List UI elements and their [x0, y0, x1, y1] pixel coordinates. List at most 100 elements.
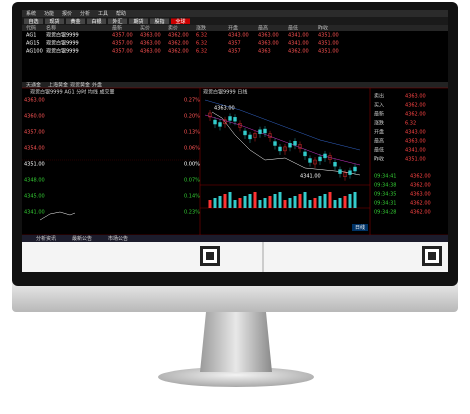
quote-cell: 4357: [228, 41, 241, 47]
column-header: 开盘: [228, 25, 238, 32]
quote-cell: 4341.00: [288, 41, 309, 47]
toolbar-label: 黄金: [70, 18, 80, 25]
quote-cell: 6.32: [196, 33, 207, 39]
toolbar-button[interactable]: [45, 18, 64, 25]
quote-cell: 6.32: [196, 49, 207, 55]
menu-item[interactable]: 系统: [26, 10, 36, 17]
quote-cell: 4357: [228, 49, 241, 55]
column-header: 卖价: [168, 26, 178, 32]
side-value: 4363.00: [405, 94, 426, 100]
quote-cell: 4362.00: [168, 33, 189, 39]
price-label: 4351.00: [24, 162, 45, 168]
candle-body: [283, 146, 287, 152]
price-label: 4341.00: [24, 210, 45, 216]
toolbar-label: 现货: [49, 18, 59, 25]
chart-tab[interactable]: 上海黄金: [48, 82, 68, 89]
candle-body: [353, 166, 357, 172]
toolbar-button[interactable]: [171, 18, 190, 25]
menu-item[interactable]: 功能: [44, 10, 54, 17]
candle-body: [303, 151, 307, 157]
volume-bar: [248, 194, 252, 208]
toolbar-button[interactable]: [87, 18, 106, 25]
toolbar-button[interactable]: [108, 18, 127, 25]
volume-bar: [283, 200, 287, 208]
candle-body: [338, 169, 342, 174]
column-header: 最新: [112, 25, 122, 32]
chart-tab[interactable]: 外盘: [92, 82, 102, 89]
volume-bar: [353, 192, 357, 208]
candle-body: [223, 119, 227, 125]
price-label: 4348.00: [24, 178, 45, 184]
toolbar-button[interactable]: [150, 18, 169, 25]
column-header: 昨收: [318, 25, 328, 32]
chart-tab[interactable]: 现货黄金: [70, 82, 90, 89]
quote-cell: AG1: [26, 33, 36, 39]
pct-label: 0.06%: [184, 146, 200, 152]
volume-bar: [303, 192, 307, 208]
toolbar-label: 期货: [133, 18, 143, 25]
trade-price: 4363.00: [410, 192, 431, 198]
kline-title: 现货白银9999 日线: [203, 89, 247, 96]
menu-item[interactable]: 报价: [62, 10, 72, 17]
volume-bar: [223, 194, 227, 208]
side-value: 4341.00: [405, 148, 426, 154]
pct-label: 0.14%: [184, 194, 200, 200]
chart-tab[interactable]: 天通金: [26, 82, 41, 89]
bottom-tab[interactable]: 分析资讯: [36, 235, 56, 242]
quote-cell: 现货白银9999: [46, 48, 79, 55]
monitor-body: [12, 2, 458, 387]
volume-bar: [263, 198, 267, 208]
side-value: 4351.00: [405, 157, 426, 163]
candle-body: [333, 162, 337, 167]
trade-price: 4362.00: [410, 183, 431, 189]
quote-cell: 4362.00: [168, 49, 189, 55]
toolbar-label: 外汇: [112, 18, 122, 25]
quote-cell: 4357.00: [112, 33, 133, 39]
volume-bar: [273, 194, 277, 208]
candle-body: [268, 133, 272, 138]
quote-cell: 4363: [258, 49, 271, 55]
side-label: 卖出: [374, 93, 384, 100]
screen: [22, 10, 448, 272]
trade-price: 4362.00: [410, 201, 431, 207]
bottom-tab[interactable]: 最新公告: [72, 235, 92, 242]
volume-bar: [348, 194, 352, 208]
quote-cell: 4363.00: [258, 41, 279, 47]
menu-item[interactable]: 工具: [98, 11, 108, 17]
toolbar-button[interactable]: [129, 18, 148, 25]
trade-price: 4362.00: [410, 210, 431, 216]
menu-item[interactable]: 帮助: [116, 10, 126, 17]
candle-body: [348, 170, 352, 175]
period-button[interactable]: [352, 224, 368, 231]
toolbar-button[interactable]: [24, 18, 43, 25]
trade-time: 09:34:41: [374, 174, 396, 180]
kline-high: 4363.00: [214, 106, 235, 112]
quote-cell: 现货白银9999: [46, 40, 79, 47]
toolbar-button[interactable]: [66, 18, 85, 25]
side-label: 最低: [374, 147, 384, 154]
candle-body: [263, 128, 267, 134]
column-header: 最低: [288, 25, 298, 32]
menu-item[interactable]: 分析: [80, 10, 90, 17]
volume-bar: [293, 196, 297, 208]
volume-bar: [288, 198, 292, 208]
quote-cell: 4341.00: [288, 33, 309, 39]
side-label: 最高: [374, 138, 384, 145]
side-label: 最新: [374, 111, 384, 118]
side-value: 4362.00: [405, 112, 426, 118]
volume-bar: [333, 200, 337, 208]
volume-bar: [313, 198, 317, 208]
pct-label: 0.00%: [184, 162, 200, 168]
candle-body: [233, 117, 237, 122]
side-label: 买入: [374, 102, 384, 109]
volume-bar: [253, 192, 257, 208]
side-label: 开盘: [374, 129, 384, 136]
column-header: 名称: [46, 25, 56, 32]
bottom-tab[interactable]: 市场公告: [108, 235, 128, 242]
candle-body: [293, 141, 297, 146]
toolbar-label: 股指: [154, 18, 164, 25]
price-label: 4363.00: [24, 98, 45, 104]
side-value: 6.32: [405, 121, 416, 127]
volume-bar: [338, 198, 342, 208]
